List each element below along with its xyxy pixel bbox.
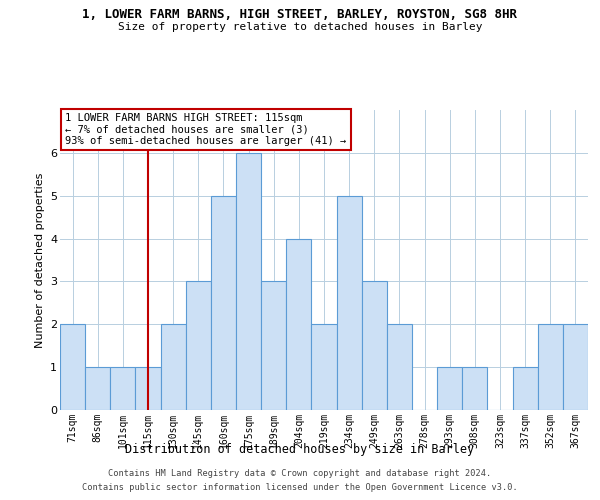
Bar <box>85 367 110 410</box>
Bar <box>186 282 211 410</box>
Text: Contains public sector information licensed under the Open Government Licence v3: Contains public sector information licen… <box>82 484 518 492</box>
Bar <box>136 367 161 410</box>
Bar <box>110 367 136 410</box>
Text: Contains HM Land Registry data © Crown copyright and database right 2024.: Contains HM Land Registry data © Crown c… <box>109 468 491 477</box>
Bar <box>60 324 85 410</box>
Bar <box>211 196 236 410</box>
Bar <box>538 324 563 410</box>
Text: Size of property relative to detached houses in Barley: Size of property relative to detached ho… <box>118 22 482 32</box>
Bar <box>387 324 412 410</box>
Bar <box>437 367 462 410</box>
Bar <box>286 238 311 410</box>
Bar <box>236 153 261 410</box>
Bar <box>311 324 337 410</box>
Bar <box>261 282 286 410</box>
Text: Distribution of detached houses by size in Barley: Distribution of detached houses by size … <box>125 442 475 456</box>
Bar <box>337 196 362 410</box>
Y-axis label: Number of detached properties: Number of detached properties <box>35 172 44 348</box>
Text: 1, LOWER FARM BARNS, HIGH STREET, BARLEY, ROYSTON, SG8 8HR: 1, LOWER FARM BARNS, HIGH STREET, BARLEY… <box>83 8 517 20</box>
Bar <box>161 324 186 410</box>
Bar <box>563 324 588 410</box>
Bar <box>362 282 387 410</box>
Bar <box>462 367 487 410</box>
Text: 1 LOWER FARM BARNS HIGH STREET: 115sqm
← 7% of detached houses are smaller (3)
9: 1 LOWER FARM BARNS HIGH STREET: 115sqm ←… <box>65 113 347 146</box>
Bar <box>512 367 538 410</box>
